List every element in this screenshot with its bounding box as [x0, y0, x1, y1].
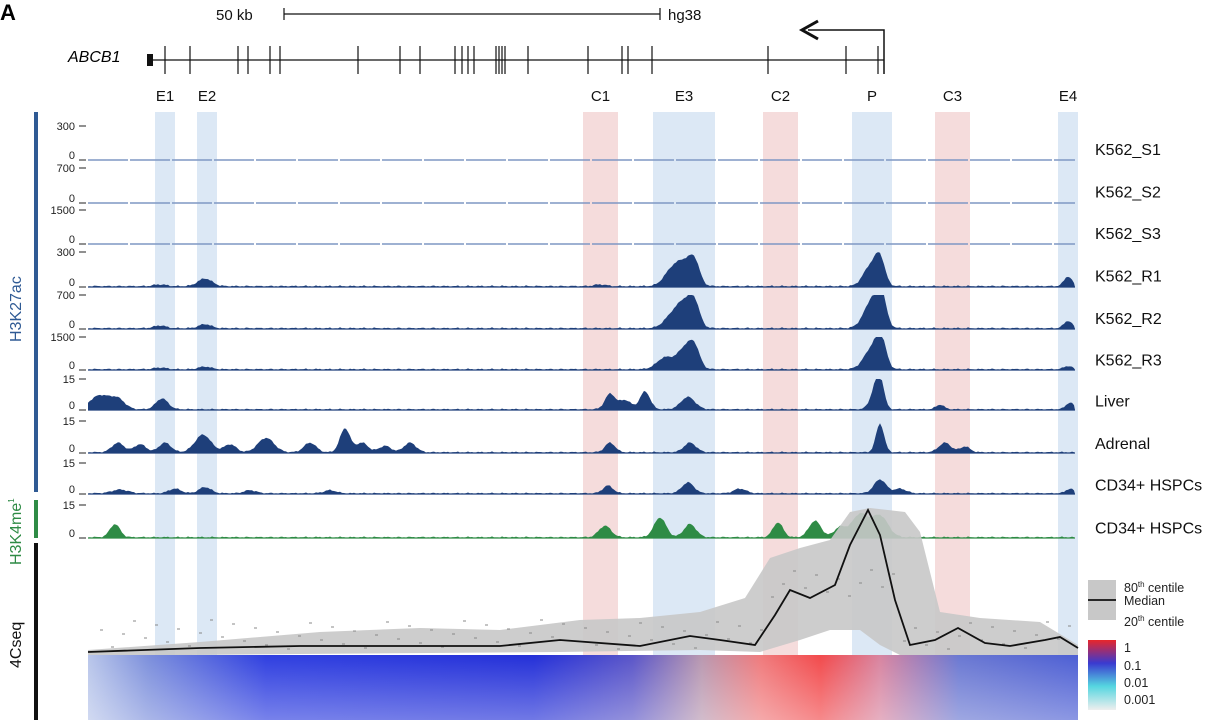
heatmap-colorbar: [1088, 640, 1116, 710]
track-7: 15 0 Adrenal: [63, 416, 1150, 455]
track-ymax: 15: [63, 500, 75, 512]
gene-utr: [147, 54, 153, 66]
heat-scale-1: 1: [1124, 641, 1131, 655]
track-6: 15 0 Liver: [63, 374, 1131, 412]
region-label-e1: E1: [156, 88, 174, 105]
assembly-label: hg38: [668, 7, 701, 24]
track-ymax: 15: [63, 416, 75, 428]
signal-area: [88, 295, 1075, 329]
region-label-e4: E4: [1059, 88, 1077, 105]
h3k4me1-group-label: H3K4me1: [7, 498, 25, 565]
tss-arrow-line: [808, 29, 885, 74]
track-ymax: 700: [57, 163, 75, 175]
median-line: [87, 507, 1079, 653]
track-ymax: 1500: [51, 332, 75, 344]
fourc-profile: [87, 507, 1079, 656]
track-ymin: 0: [69, 528, 75, 540]
heat-scale-2: 0.1: [1124, 659, 1141, 673]
region-band-e4: [1058, 112, 1078, 720]
track-name: K562_S3: [1095, 226, 1161, 243]
region-label-c3: C3: [943, 88, 962, 105]
track-ymax: 15: [63, 458, 75, 470]
h3k4me1-group-bar: [34, 500, 38, 538]
gene-name: ABCB1: [67, 49, 120, 66]
track-name: K562_R3: [1095, 353, 1162, 370]
track-name: K562_R1: [1095, 269, 1162, 286]
region-band-c1: [583, 112, 618, 720]
track-9: 15 0 CD34+ HSPCs: [63, 500, 1202, 540]
region-band-e1: [155, 112, 175, 720]
track-name: K562_S1: [1095, 142, 1161, 159]
track-3: 300 0 K562_R1: [57, 247, 1162, 289]
fourc-group-bar: [34, 543, 38, 720]
region-label-p: P: [867, 88, 877, 105]
region-label-e3: E3: [675, 88, 693, 105]
h3k4me1-label-base: H3K4me: [8, 503, 25, 565]
track-name: CD34+ HSPCs: [1095, 478, 1202, 495]
centile-band: [88, 508, 1078, 656]
scale-bar: [283, 8, 661, 20]
fourc-heatmap: [88, 655, 1078, 720]
track-name: Adrenal: [1095, 436, 1150, 453]
heat-scale-4: 0.001: [1124, 693, 1155, 707]
track-8: 15 0 CD34+ HSPCs: [63, 458, 1202, 496]
region-labels: E1 E2 C1 E3 C2 P C3 E4: [156, 88, 1077, 105]
track-ymax: 300: [57, 121, 75, 133]
fourc-group-label: 4Cseq: [8, 622, 25, 668]
track-name: K562_R2: [1095, 311, 1162, 328]
track-ymax: 15: [63, 374, 75, 386]
scale-length-label: 50 kb: [216, 7, 253, 24]
track-5: 1500 0 K562_R3: [51, 332, 1162, 372]
signal-area: [88, 252, 1075, 287]
signal-area: [88, 479, 1075, 494]
region-band-e2: [197, 112, 217, 720]
track-ymin: 0: [69, 277, 75, 289]
track-2: 1500 0 K562_S3: [51, 205, 1161, 246]
panel-letter: A: [0, 0, 16, 25]
track-name: CD34+ HSPCs: [1095, 521, 1202, 538]
region-label-e2: E2: [198, 88, 216, 105]
p20-label: 20th centile: [1124, 614, 1184, 629]
track-1: 700 0 K562_S2: [57, 163, 1161, 205]
region-label-c2: C2: [771, 88, 790, 105]
track-ymin: 0: [69, 150, 75, 162]
signal-area: [88, 379, 1075, 410]
track-name: Liver: [1095, 394, 1130, 411]
signal-area: [88, 512, 1075, 538]
track-name: K562_S2: [1095, 185, 1161, 202]
signal-area: [88, 423, 1075, 453]
tss-arrow-head: [798, 19, 819, 41]
median-label: Median: [1124, 594, 1165, 608]
track-ymin: 0: [69, 193, 75, 205]
track-ymax: 1500: [51, 205, 75, 217]
track-ymin: 0: [69, 319, 75, 331]
track-ymin: 0: [69, 234, 75, 246]
h3k4me1-label-sup: 1: [7, 498, 16, 503]
heatmap-color-legend: 1 0.1 0.01 0.001: [1088, 640, 1155, 710]
h3k27ac-group-label: H3K27ac: [8, 276, 25, 342]
track-ymax: 300: [57, 247, 75, 259]
p80-label: 80th centile: [1124, 580, 1184, 595]
track-ymin: 0: [69, 400, 75, 412]
h3k27ac-group-bar: [34, 112, 38, 492]
centile-legend: 80th centile Median 20th centile: [1088, 580, 1184, 629]
track-ymin: 0: [69, 360, 75, 372]
track-4: 700 0 K562_R2: [57, 290, 1162, 331]
track-ymin: 0: [69, 484, 75, 496]
gene-model: [147, 19, 885, 74]
heat-scale-3: 0.01: [1124, 676, 1148, 690]
track-0: 300 0 K562_S1: [57, 121, 1161, 162]
heatmap-fade: [88, 655, 1078, 720]
region-label-c1: C1: [591, 88, 610, 105]
signal-area: [88, 337, 1075, 370]
track-ymin: 0: [69, 443, 75, 455]
track-ymax: 700: [57, 290, 75, 302]
